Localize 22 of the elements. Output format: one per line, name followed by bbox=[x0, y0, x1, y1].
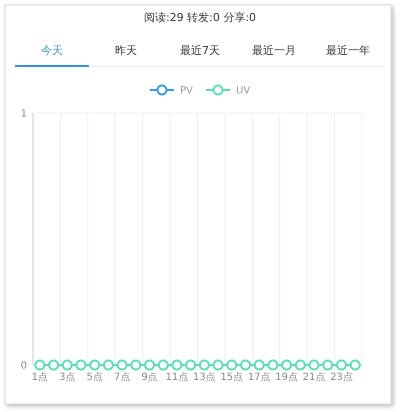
x-tick-label: 13点 bbox=[192, 371, 216, 383]
x-tick-label: 23点 bbox=[330, 371, 353, 383]
legend-label: UV bbox=[236, 86, 250, 96]
y-tick-label: 0 bbox=[20, 360, 27, 372]
x-tick-label: 7点 bbox=[114, 371, 130, 383]
x-tick-label: 15点 bbox=[220, 371, 244, 383]
x-tick-label: 9点 bbox=[141, 371, 158, 383]
x-tick-label: 19点 bbox=[275, 371, 298, 383]
x-tick-label: 1点 bbox=[32, 371, 48, 383]
text: 今天 bbox=[41, 44, 63, 57]
x-tick-label: 11点 bbox=[166, 371, 188, 383]
x-tick-label: 3点 bbox=[59, 371, 76, 383]
legend-label: PV bbox=[180, 86, 194, 96]
x-tick-label: 21点 bbox=[302, 371, 326, 383]
text: 昨天 bbox=[115, 44, 137, 57]
chart-title: 阅读:29 转发:0 分享:0 bbox=[144, 11, 256, 24]
x-tick-label: 5点 bbox=[86, 371, 103, 383]
text: 最近一年 bbox=[326, 44, 370, 57]
y-tick-label: 1 bbox=[20, 108, 27, 120]
x-tick-label: 17点 bbox=[248, 371, 271, 383]
text: 最近一月 bbox=[252, 44, 296, 57]
text: 最近7天 bbox=[180, 44, 220, 57]
